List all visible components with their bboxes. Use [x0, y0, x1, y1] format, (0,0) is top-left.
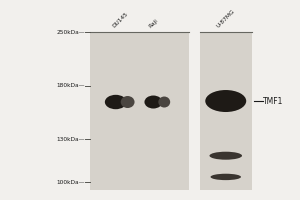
Text: 100kDa—: 100kDa—	[56, 180, 85, 184]
Ellipse shape	[209, 152, 242, 160]
Text: TMF1: TMF1	[263, 97, 284, 106]
Text: DU145: DU145	[112, 11, 129, 29]
Ellipse shape	[105, 95, 127, 109]
Text: 180kDa—: 180kDa—	[56, 83, 85, 88]
Ellipse shape	[121, 96, 135, 108]
Ellipse shape	[205, 90, 246, 112]
Ellipse shape	[158, 97, 170, 108]
Text: 250kDa—: 250kDa—	[56, 29, 85, 34]
Text: U-87MG: U-87MG	[215, 9, 236, 29]
Ellipse shape	[211, 174, 241, 180]
Bar	[90, 32, 189, 190]
Bar	[200, 32, 252, 190]
Ellipse shape	[145, 96, 162, 109]
Text: 130kDa—: 130kDa—	[56, 137, 85, 142]
Text: Raji: Raji	[147, 18, 159, 29]
